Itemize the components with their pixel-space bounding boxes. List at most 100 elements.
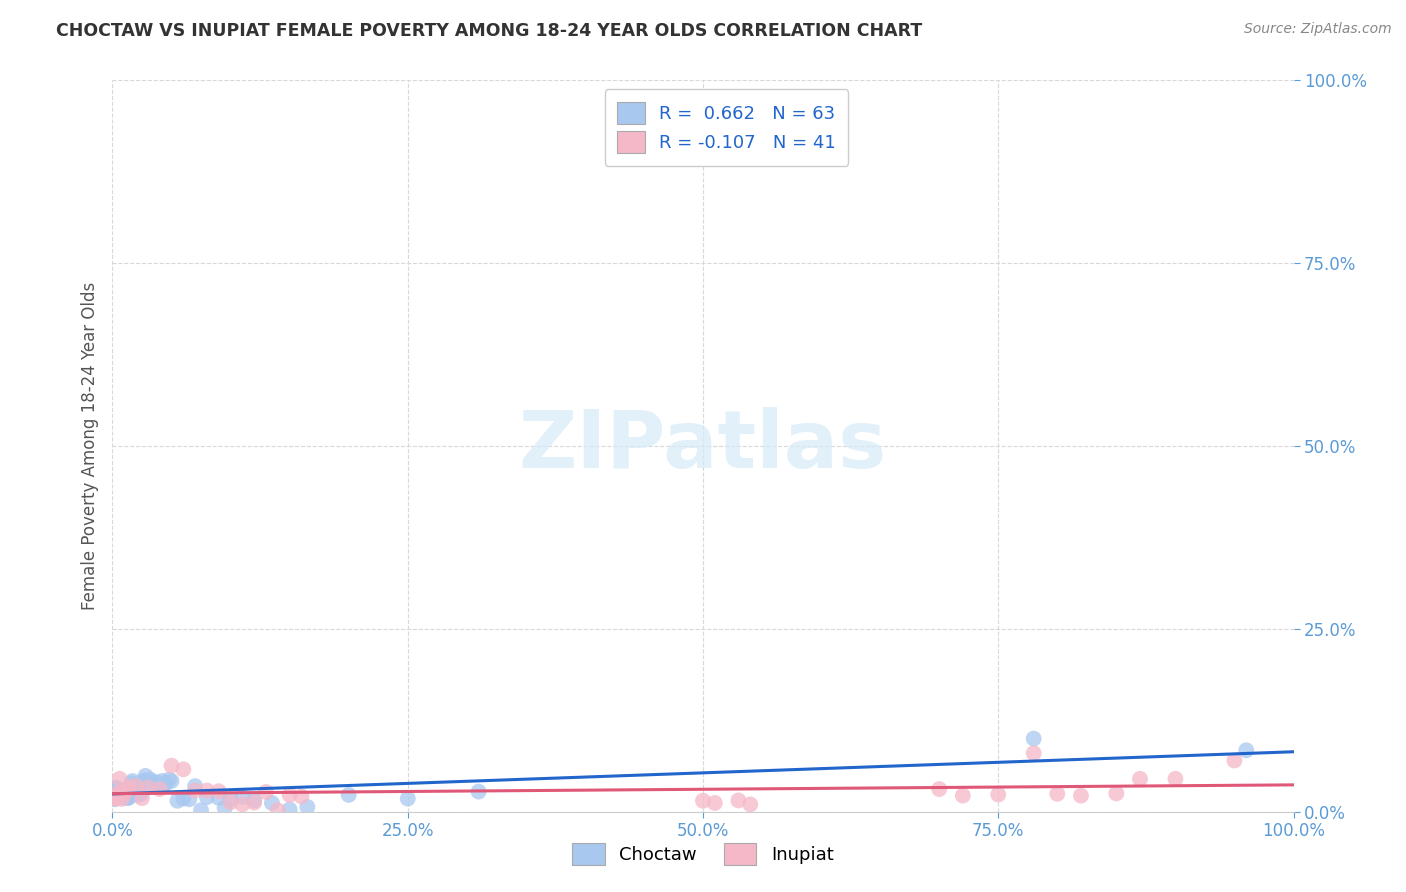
Point (112, 789, 135, 803)
Point (166, 794, 188, 808)
Point (108, 785, 131, 799)
Point (337, 788, 360, 802)
Y-axis label: Female Poverty Among 18-24 Year Olds: Female Poverty Among 18-24 Year Olds (80, 282, 98, 610)
Point (157, 772, 180, 787)
Point (120, 776, 142, 790)
Point (125, 779, 148, 793)
Point (134, 773, 156, 788)
Point (107, 784, 129, 798)
Point (184, 779, 207, 793)
Point (146, 775, 169, 789)
Point (115, 782, 138, 797)
Point (267, 803, 290, 817)
Point (467, 784, 489, 798)
Point (105, 780, 128, 795)
Point (107, 783, 129, 797)
Legend: R =  0.662   N = 63, R = -0.107   N = 41: R = 0.662 N = 63, R = -0.107 N = 41 (605, 89, 848, 166)
Point (115, 785, 138, 799)
Point (219, 792, 242, 806)
Point (118, 790, 141, 805)
Point (396, 791, 419, 805)
Point (1105, 787, 1128, 801)
Point (104, 790, 127, 805)
Point (190, 803, 212, 817)
Point (118, 780, 141, 794)
Point (110, 787, 132, 801)
Point (125, 779, 148, 793)
Point (1022, 731, 1045, 746)
Point (139, 772, 162, 787)
Point (155, 776, 177, 790)
Point (127, 782, 149, 797)
Point (160, 774, 183, 789)
Point (952, 789, 974, 803)
Point (290, 789, 312, 804)
Point (231, 790, 253, 805)
Point (135, 769, 157, 783)
Point (115, 790, 138, 805)
Point (278, 803, 301, 817)
Point (1223, 754, 1246, 768)
Point (103, 790, 125, 805)
Point (1129, 772, 1152, 786)
Point (150, 774, 173, 789)
Point (111, 792, 134, 806)
Point (195, 790, 218, 805)
Point (131, 791, 153, 805)
Point (103, 790, 125, 805)
Point (128, 785, 150, 799)
Point (149, 780, 172, 794)
Point (208, 790, 231, 805)
Point (195, 783, 218, 797)
Point (1022, 746, 1045, 760)
Point (172, 762, 194, 776)
Point (987, 788, 1010, 802)
Point (243, 796, 266, 810)
Point (105, 789, 128, 804)
Point (110, 788, 132, 802)
Point (692, 794, 714, 808)
Point (740, 797, 762, 812)
Point (172, 791, 194, 805)
Point (112, 790, 135, 805)
Point (127, 788, 149, 802)
Point (120, 783, 142, 797)
Point (104, 792, 127, 806)
Point (124, 780, 146, 795)
Point (105, 782, 128, 797)
Point (112, 790, 135, 805)
Point (108, 772, 131, 786)
Point (1070, 789, 1092, 803)
Text: CHOCTAW VS INUPIAT FEMALE POVERTY AMONG 18-24 YEAR OLDS CORRELATION CHART: CHOCTAW VS INUPIAT FEMALE POVERTY AMONG … (56, 22, 922, 40)
Point (1234, 743, 1257, 757)
Point (184, 783, 207, 797)
Point (117, 791, 139, 805)
Point (105, 791, 128, 805)
Point (179, 792, 201, 806)
Point (121, 774, 143, 789)
Point (1164, 772, 1187, 786)
Point (214, 801, 236, 815)
Point (122, 787, 145, 801)
Point (260, 796, 283, 810)
Point (110, 788, 132, 802)
Point (297, 800, 319, 814)
Point (208, 784, 231, 798)
Point (243, 793, 266, 807)
Legend: Choctaw, Inupiat: Choctaw, Inupiat (564, 834, 842, 874)
Point (153, 778, 176, 792)
Point (231, 797, 253, 812)
Point (111, 789, 134, 803)
Point (727, 793, 749, 807)
Point (107, 786, 129, 800)
Point (114, 783, 136, 797)
Point (136, 780, 159, 795)
Point (928, 782, 950, 797)
Point (1046, 787, 1069, 801)
Point (703, 796, 725, 810)
Point (136, 779, 159, 793)
Point (129, 787, 152, 801)
Point (160, 758, 183, 772)
Text: Source: ZipAtlas.com: Source: ZipAtlas.com (1244, 22, 1392, 37)
Point (112, 787, 135, 801)
